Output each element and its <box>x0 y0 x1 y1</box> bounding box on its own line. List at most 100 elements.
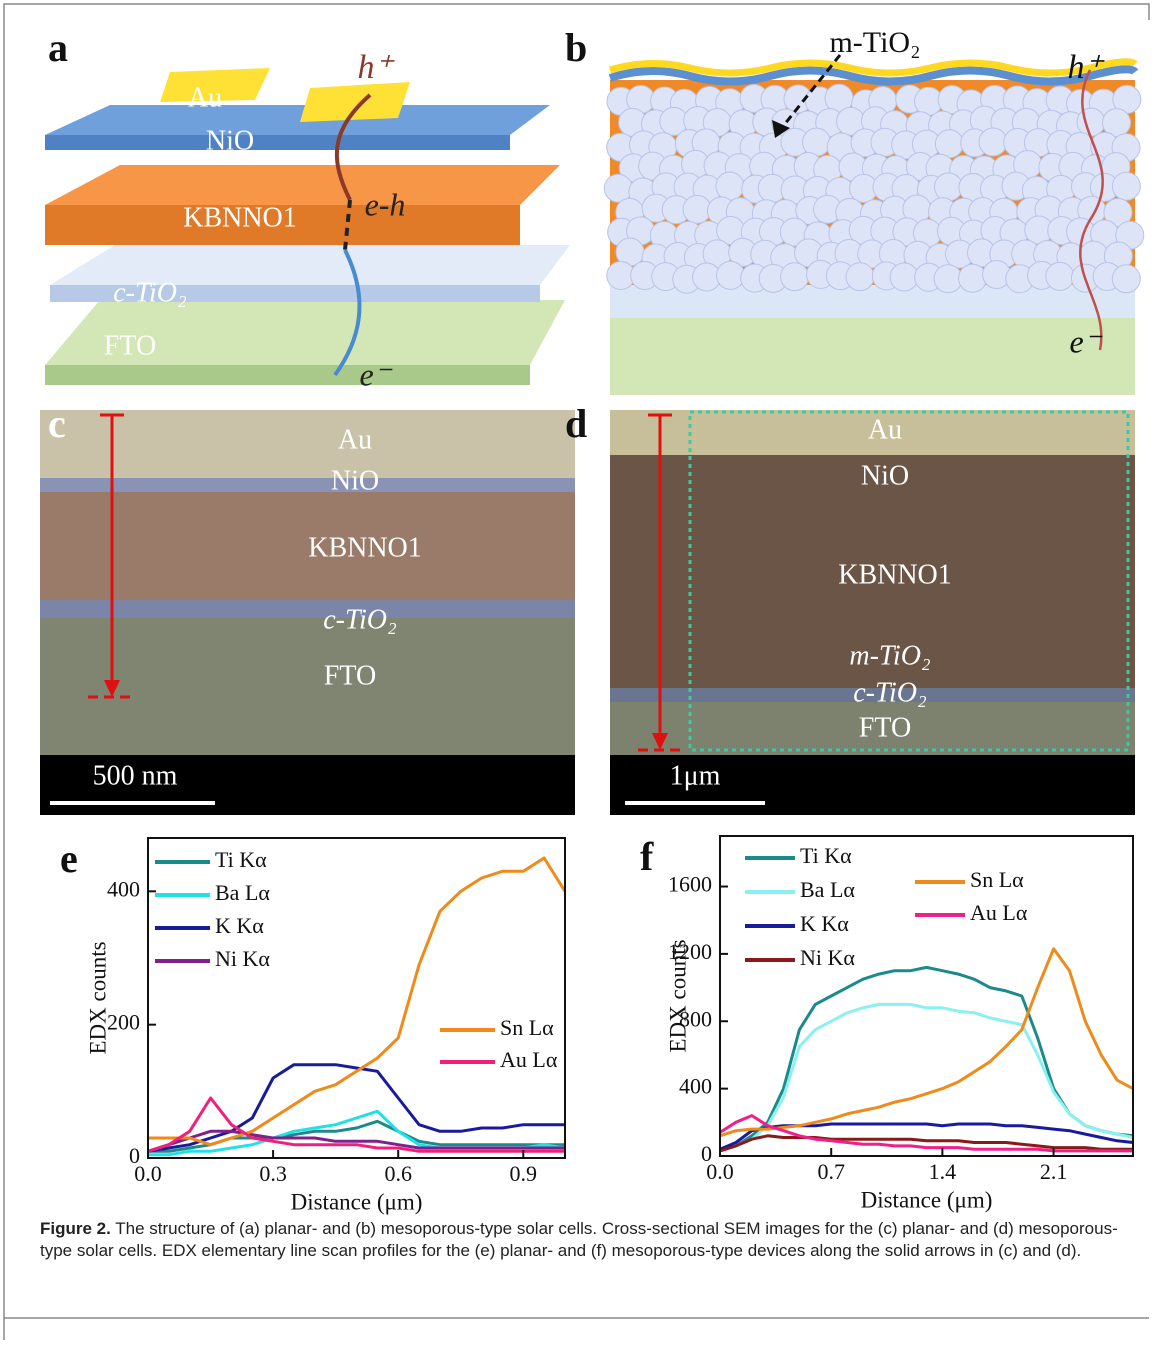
panel-letter: b <box>565 25 587 70</box>
legend-label: K Kα <box>800 911 849 936</box>
layer-label: m-TiO₂ <box>849 640 931 671</box>
plot-frame <box>148 838 565 1158</box>
figure-canvas: a Au NiO KBNNO1 c-TiO₂ FTO h⁺ e-h e⁻ b m… <box>0 0 1153 1345</box>
nio-front <box>45 135 510 150</box>
layer-label: KBNNO1 <box>838 559 952 590</box>
y-axis-title: EDX counts <box>85 941 110 1054</box>
particle <box>1112 265 1140 293</box>
au-region <box>40 410 575 482</box>
x-tick-label: 2.1 <box>1040 1159 1068 1184</box>
carrier-label: h⁺ <box>1068 49 1106 86</box>
x-tick-label: 1.4 <box>929 1159 957 1184</box>
x-tick-label: 0.6 <box>384 1161 412 1186</box>
nio-layer <box>45 105 550 135</box>
layer-label: NiO <box>206 125 254 156</box>
panel-letter: e <box>60 836 78 881</box>
kbnno-layer <box>45 165 560 205</box>
legend-label: Sn Lα <box>970 867 1024 892</box>
layer-label: Au <box>338 424 372 455</box>
legend-label: Au Lα <box>970 900 1028 925</box>
au-layer <box>610 62 1135 73</box>
data-line <box>148 1065 565 1152</box>
legend-label: Sn Lα <box>500 1015 554 1040</box>
legend-label: Ba Lα <box>800 877 855 902</box>
y-axis-title: EDX counts <box>665 939 690 1052</box>
panel-c: c Au NiO KBNNO1 c-TiO₂ FTO 500 nm <box>40 401 575 815</box>
fto-region <box>40 618 575 755</box>
particle <box>1077 108 1105 136</box>
caption-label: Figure 2. <box>40 1219 111 1238</box>
layer-label: FTO <box>859 712 911 743</box>
particle <box>716 172 744 200</box>
ctio2-region <box>40 600 575 618</box>
layer-label: Au <box>188 82 222 113</box>
panel-letter: d <box>565 401 587 446</box>
layer-label: KBNNO1 <box>308 532 422 563</box>
x-axis-title: Distance (μm) <box>291 1189 423 1214</box>
au-bar <box>300 82 410 122</box>
layer-label: m-TiO₂ <box>829 26 920 59</box>
carrier-label: e-h <box>365 186 406 222</box>
y-tick-label: 0 <box>701 1141 712 1166</box>
particle <box>890 263 918 291</box>
y-tick-label: 1600 <box>668 872 712 897</box>
y-tick-label: 400 <box>679 1074 712 1099</box>
particle <box>979 128 1007 156</box>
layer-label: c-TiO₂ <box>853 677 927 708</box>
panel-letter: f <box>640 834 654 879</box>
layer-label: c-TiO₂ <box>113 277 187 308</box>
particle <box>1112 172 1140 200</box>
data-line <box>148 858 565 1145</box>
particle <box>1046 262 1074 290</box>
fto-layer <box>610 318 1135 395</box>
particle <box>717 261 745 289</box>
figure: a Au NiO KBNNO1 c-TiO₂ FTO h⁺ e-h e⁻ b m… <box>0 0 1153 1345</box>
legend-label: Ti Kα <box>215 847 267 872</box>
data-line <box>720 967 1133 1149</box>
particle <box>935 173 963 201</box>
carrier-label: e⁻ <box>1069 323 1102 359</box>
layer-label: NiO <box>331 465 379 496</box>
y-tick-label: 0 <box>129 1143 140 1168</box>
particle <box>781 263 809 291</box>
x-tick-label: 0.3 <box>259 1161 287 1186</box>
layer-label: c-TiO₂ <box>323 604 397 635</box>
particle <box>683 195 711 223</box>
data-line <box>148 1131 565 1151</box>
particle <box>846 263 874 291</box>
data-line <box>720 949 1133 1136</box>
carrier-label: e⁻ <box>359 356 392 392</box>
y-tick-label: 400 <box>107 876 140 901</box>
legend-label: Ba Lα <box>215 880 270 905</box>
panel-d: d Au NiO KBNNO1 m-TiO₂ c-TiO₂ FTO 1μm <box>565 401 1135 815</box>
layer-label: FTO <box>104 330 156 361</box>
scale-label: 500 nm <box>93 760 178 791</box>
fto-front <box>45 365 530 385</box>
data-line <box>720 1116 1133 1151</box>
particle <box>934 265 962 293</box>
layer-label: KBNNO1 <box>183 202 297 233</box>
caption-text: The structure of (a) planar- and (b) mes… <box>40 1219 1118 1260</box>
particle <box>802 128 830 156</box>
scale-label: 1μm <box>670 760 721 791</box>
legend-label: Ni Kα <box>800 945 855 970</box>
panel-b <box>604 62 1143 395</box>
x-axis-title: Distance (μm) <box>861 1187 993 1212</box>
y-tick-label: 200 <box>107 1010 140 1035</box>
layer-label: FTO <box>324 660 376 691</box>
legend-label: Ti Kα <box>800 843 852 868</box>
x-tick-label: 0.7 <box>817 1159 845 1184</box>
legend-label: Au Lα <box>500 1047 558 1072</box>
layer-label: NiO <box>861 460 909 491</box>
panel-a: a Au NiO KBNNO1 c-TiO₂ FTO h⁺ e-h e⁻ <box>45 25 570 392</box>
particle <box>959 264 987 292</box>
layer-label: Au <box>868 414 902 445</box>
panel-letter: a <box>48 25 68 70</box>
x-tick-label: 0.9 <box>510 1161 538 1186</box>
legend-label: Ni Kα <box>215 946 270 971</box>
caption: Figure 2. The structure of (a) planar- a… <box>40 1218 1120 1262</box>
carrier-label: h⁺ <box>358 49 396 86</box>
panel-letter: c <box>48 401 66 446</box>
nio-region <box>40 478 575 492</box>
legend-label: K Kα <box>215 913 264 938</box>
